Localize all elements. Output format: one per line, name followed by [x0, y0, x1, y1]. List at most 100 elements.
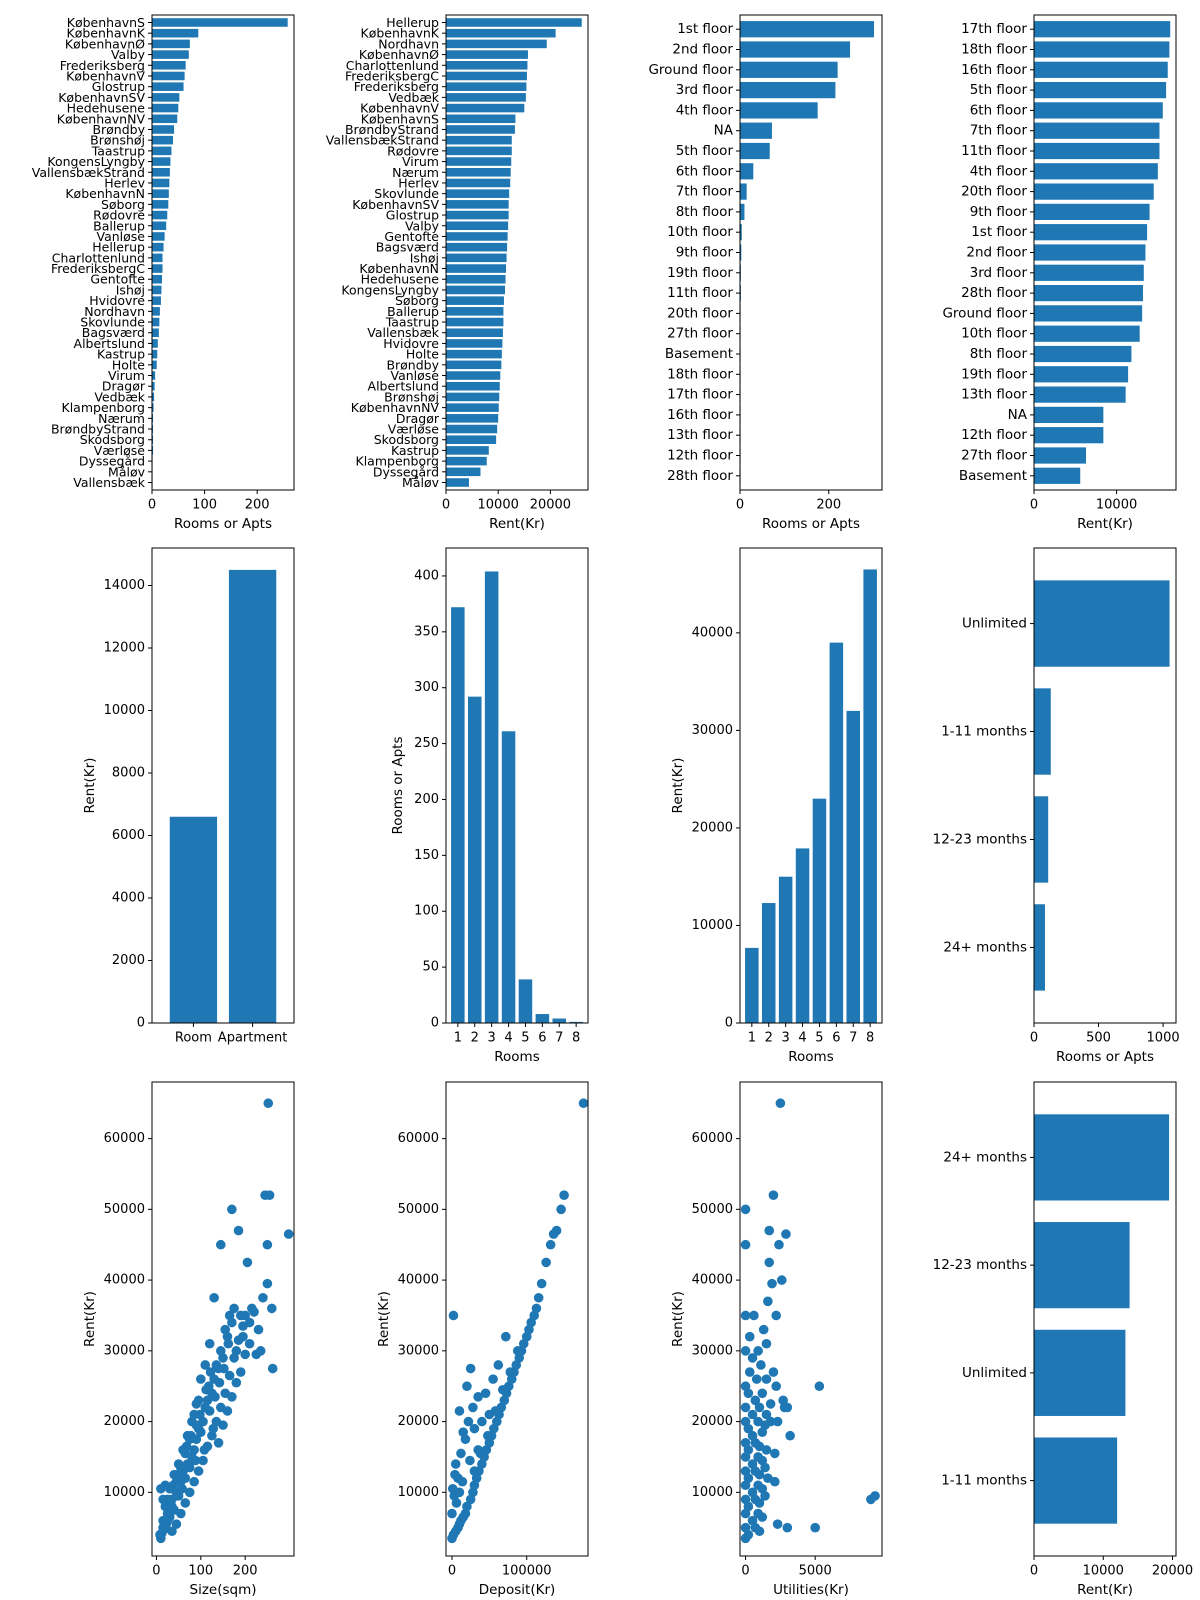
scatter-point: [781, 1229, 791, 1239]
y-tick-label: 10th floor: [961, 326, 1027, 342]
y-tick-label: Vedbæk: [388, 90, 439, 105]
scatter-point: [258, 1292, 268, 1303]
bar-12: [446, 135, 512, 145]
x-tick-label: 3: [488, 1031, 496, 1046]
chart-panel-4: 17th floor 18th floor 16th floor 5th floor 6…: [942, 14, 1177, 532]
scatter-point: [202, 1441, 213, 1452]
y-tick-label: Dragør: [396, 411, 440, 426]
scatter-point: [505, 1367, 516, 1377]
bar-1: [1034, 580, 1170, 667]
x-tick-label: 8: [866, 1031, 874, 1046]
scatter-point: [533, 1292, 544, 1303]
bar-6: [740, 122, 772, 139]
bar-18: [152, 200, 169, 209]
bar-19: [446, 210, 509, 220]
scatter-point: [460, 1434, 471, 1445]
y-tick-label: Hedehusene: [67, 101, 146, 116]
bar-13: [1034, 264, 1144, 281]
x-tick-label: 20000: [530, 498, 571, 513]
scatter-point: [541, 1257, 551, 1268]
scatter-point: [749, 1310, 759, 1321]
bar-11: [446, 125, 515, 134]
scatter-point: [757, 1512, 768, 1522]
y-tick-label: 13th floor: [667, 427, 733, 443]
y-tick-label: Brønshøj: [90, 133, 145, 148]
y-tick-label: 3rd floor: [970, 265, 1028, 281]
scatter-point: [740, 1346, 751, 1356]
axes-frame: [1033, 1081, 1177, 1557]
bar-4: [1034, 904, 1045, 991]
scatter-point: [167, 1501, 177, 1512]
bar-8: [569, 1021, 583, 1023]
bar-2: [761, 903, 776, 1023]
bar-37: [446, 403, 499, 412]
y-tick-label: KøbenhavnØ: [65, 36, 145, 51]
bar-2: [152, 28, 199, 38]
bar-12: [740, 244, 742, 261]
bar-16: [446, 178, 511, 188]
scatter-point: [747, 1353, 758, 1363]
plot-area: [152, 18, 288, 487]
y-tick-label: Skodsborg: [374, 432, 439, 447]
bar-3: [1034, 1329, 1126, 1416]
y-tick-label: 6th floor: [970, 102, 1028, 118]
y-tick-label: Virum: [402, 154, 439, 169]
x-tick-label: 2: [765, 1031, 773, 1046]
y-tick-label: Rødovre: [387, 143, 439, 158]
x-axis-label: Rooms: [788, 1049, 833, 1065]
bar-8: [152, 93, 180, 102]
y-tick-label: 6000: [112, 828, 145, 843]
scatter-point: [750, 1395, 761, 1406]
chart-panel-6: 1 2 3 4 5 6 7 8 0 50 100 150 200 250 300 350 400 Rooms Roo…: [390, 547, 589, 1065]
y-tick-label: 10000: [104, 1485, 145, 1500]
x-tick-label: 100: [192, 498, 217, 513]
scatter-point: [180, 1448, 191, 1459]
bar-20: [152, 221, 167, 231]
y-tick-label: VallensbækStrand: [326, 133, 439, 148]
y-tick-label: 24+ months: [943, 939, 1027, 955]
y-tick-label: 0: [431, 1016, 439, 1031]
y-tick-label: Måløv: [402, 475, 440, 490]
y-tick-label: Glostrup: [92, 79, 145, 94]
y-axis-label: Rooms or Apts: [390, 736, 406, 834]
y-tick-label: Kastrup: [97, 347, 145, 362]
y-tick-label: 2nd floor: [672, 42, 733, 58]
bar-33: [446, 360, 502, 370]
bar-4: [152, 50, 189, 59]
bar-16: [152, 178, 170, 188]
x-axis-label: Deposit(Kr): [479, 1582, 556, 1598]
y-tick-label: Vanløse: [391, 368, 440, 383]
bar-44: [446, 478, 469, 487]
scatter-point: [201, 1384, 211, 1395]
bar-33: [152, 360, 157, 370]
x-tick-label: 200: [816, 498, 841, 513]
y-tick-label: 60000: [104, 1131, 145, 1146]
scatter-point: [456, 1448, 466, 1459]
y-tick-label: 300: [414, 680, 439, 695]
y-tick-label: 1-11 months: [941, 724, 1027, 740]
bar-7: [552, 1018, 567, 1023]
x-tick-label: 0: [152, 1564, 160, 1579]
scatter-point: [469, 1466, 480, 1476]
scatter-point: [761, 1374, 772, 1384]
bar-19: [152, 210, 168, 220]
scatter-point: [204, 1406, 215, 1416]
scatter-point: [224, 1370, 235, 1381]
y-tick-label: 18th floor: [961, 42, 1027, 58]
x-tick-label: Room: [175, 1031, 212, 1046]
scatter-point: [810, 1522, 820, 1533]
x-tick-label: 0: [442, 498, 450, 513]
bar-8: [740, 163, 754, 180]
y-tick-label: Basement: [959, 468, 1027, 484]
plot-area: [446, 18, 582, 487]
chart-panel-5: Room Apartment 0 2000 4000 6000 8000 10000 12000…: [82, 547, 295, 1046]
scatter-point: [480, 1388, 491, 1399]
y-tick-label: 8th floor: [676, 204, 734, 220]
y-tick-label: Bagsværd: [376, 240, 439, 255]
bar-6: [446, 71, 527, 81]
bar-5: [1034, 102, 1163, 119]
scatter-point: [233, 1225, 244, 1236]
axes-frame: [151, 547, 295, 1024]
y-axis-label: Rent(Kr): [670, 758, 686, 814]
bar-3: [446, 39, 547, 49]
